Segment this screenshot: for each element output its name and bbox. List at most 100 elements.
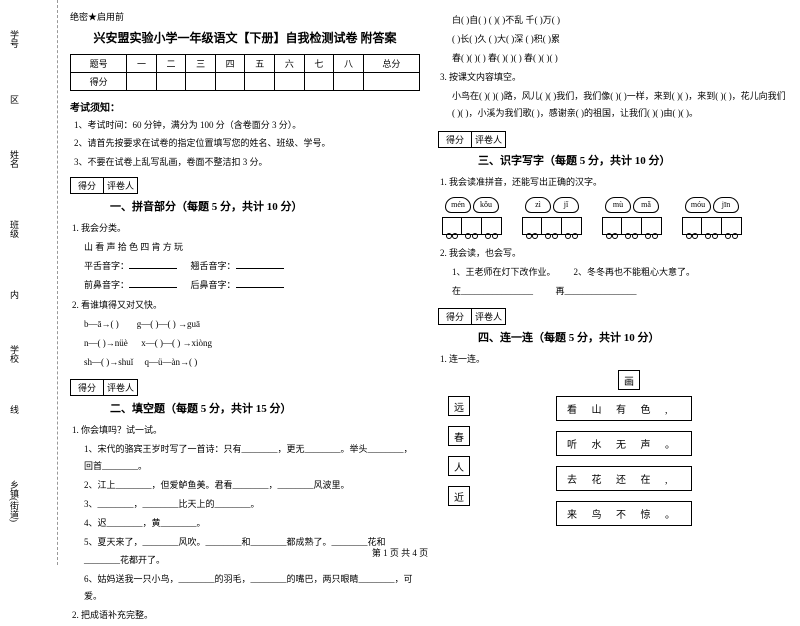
bind-label: 乡镇(街道) bbox=[8, 480, 21, 522]
shizi-stem: 1. 我会读准拼音，还能写出正确的汉字。 bbox=[440, 174, 788, 191]
score-table: 题号 一 二 三 四 五 六 七 八 总分 得分 bbox=[70, 54, 420, 91]
match-top-box: 画 bbox=[618, 370, 640, 390]
q2-line: n—( )→nüè x—( )—( ) →xiòng bbox=[84, 335, 420, 352]
bind-label: 区 bbox=[8, 95, 21, 104]
idiom-line: ( )长( )久 ( )大( )深 ( )积( )累 bbox=[452, 31, 788, 48]
td bbox=[156, 73, 186, 91]
match-right-box: 看 山 有 色 , bbox=[556, 396, 692, 421]
char-box bbox=[682, 217, 702, 235]
match-left-box: 近 bbox=[448, 486, 470, 506]
match-top: 画 bbox=[618, 370, 788, 390]
qfill-line: 1、宋代的骆宾王岁时写了一首诗：只有________，更无________。举头… bbox=[84, 441, 420, 475]
match-right-col: 看 山 有 色 , 听 水 无 声 。 去 花 还 在 , 来 鸟 不 惊 。 bbox=[556, 396, 692, 526]
idiom-line: 白( )自( ) ( )( )不乱 千( )万( ) bbox=[452, 12, 788, 29]
notice-item: 1、考试时间：60 分钟，满分为 100 分（含卷面分 3 分）。 bbox=[74, 118, 420, 132]
th: 一 bbox=[127, 55, 157, 73]
td bbox=[275, 73, 305, 91]
char-box bbox=[462, 217, 482, 235]
match-right-box: 听 水 无 声 。 bbox=[556, 431, 692, 456]
td bbox=[334, 73, 364, 91]
match-left-box: 春 bbox=[448, 426, 470, 446]
pinyin: b—ā→( ) bbox=[84, 319, 119, 329]
right-column: 白( )自( ) ( )( )不乱 千( )万( ) ( )长( )久 ( )大… bbox=[438, 10, 788, 626]
grade-row: 得分 评卷人 bbox=[70, 177, 420, 194]
char-box bbox=[562, 217, 582, 235]
idiom-line: 春( )( )( ) 春( )( )( ) 春( )( )( ) bbox=[452, 50, 788, 67]
match-right-box: 来 鸟 不 惊 。 bbox=[556, 501, 692, 526]
grade-marker-box: 评卷人 bbox=[104, 379, 138, 396]
cloud-group: móu jīn bbox=[682, 197, 742, 235]
pinyin-cloud: kǒu bbox=[473, 197, 499, 213]
notice-head: 考试须知： bbox=[70, 99, 420, 114]
th: 五 bbox=[245, 55, 275, 73]
section-1-title: 一、拼音部分（每题 5 分，共计 10 分） bbox=[110, 198, 420, 214]
label: 后鼻音字： bbox=[191, 280, 236, 290]
grade-row: 得分 评卷人 bbox=[70, 379, 420, 396]
match-left-col: 远 春 人 近 bbox=[448, 396, 470, 506]
left-column: 绝密★启用前 兴安盟实验小学一年级语文【下册】自我检测试卷 附答案 题号 一 二… bbox=[70, 10, 420, 626]
th: 题号 bbox=[71, 55, 127, 73]
pinyin: q—ü—àn→( ) bbox=[145, 357, 198, 367]
pinyin-cloud: mǎ bbox=[633, 197, 659, 213]
td bbox=[363, 73, 419, 91]
pinyin-cloud: móu bbox=[685, 197, 711, 213]
read-stem: 2. 我会读，也会写。 bbox=[440, 245, 788, 262]
binding-margin: 学号 区 姓名 班级 内 学校 线 乡镇(街道) bbox=[0, 0, 58, 565]
match-grid: 远 春 人 近 看 山 有 色 , 听 水 无 声 。 去 花 还 在 , 来 … bbox=[448, 396, 788, 526]
match-left-box: 人 bbox=[448, 456, 470, 476]
q2-line: b—ā→( ) g—( )—( ) →guā bbox=[84, 316, 420, 333]
pinyin-cloud: jǐ bbox=[553, 197, 579, 213]
match-left-box: 远 bbox=[448, 396, 470, 416]
pinyin-cloud: zì bbox=[525, 197, 551, 213]
qfill-line: 4、迟________，黄________。 bbox=[84, 515, 420, 532]
pinyin: n—( )→nüè bbox=[84, 338, 128, 348]
text: 再________________ bbox=[556, 286, 637, 296]
read-line: 在________________ 再________________ bbox=[452, 283, 788, 300]
char-box bbox=[622, 217, 642, 235]
pinyin: x—( )—( ) →xiòng bbox=[141, 338, 212, 348]
label: 翘舌音字： bbox=[191, 261, 236, 271]
grade-marker-box: 评卷人 bbox=[472, 131, 506, 148]
section-4-title: 四、连一连（每题 5 分，共计 10 分） bbox=[478, 329, 788, 345]
char-boxes bbox=[442, 217, 502, 235]
match-stem: 1. 连一连。 bbox=[440, 351, 788, 368]
td bbox=[186, 73, 216, 91]
th: 六 bbox=[275, 55, 305, 73]
cloud-group: mén kǒu bbox=[442, 197, 502, 235]
blank bbox=[236, 278, 284, 288]
page-content: 绝密★启用前 兴安盟实验小学一年级语文【下册】自我检测试卷 附答案 题号 一 二… bbox=[70, 10, 790, 626]
th: 三 bbox=[186, 55, 216, 73]
qfill-stem: 1. 你会填吗？试一试。 bbox=[72, 422, 420, 439]
char-box bbox=[722, 217, 742, 235]
text: 在________________ bbox=[452, 286, 533, 296]
th: 总分 bbox=[363, 55, 419, 73]
td bbox=[304, 73, 334, 91]
q2-stem: 2. 看谁填得又对又快。 bbox=[72, 297, 420, 314]
label: 前鼻音字： bbox=[84, 280, 129, 290]
notice-item: 2、请首先按要求在试卷的指定位置填写您的姓名、班级、学号。 bbox=[74, 136, 420, 150]
q1-stem: 1. 我会分类。 bbox=[72, 220, 420, 237]
exam-title: 兴安盟实验小学一年级语文【下册】自我检测试卷 附答案 bbox=[70, 29, 420, 46]
grade-row: 得分 评卷人 bbox=[438, 308, 788, 325]
pinyin-cloud: mén bbox=[445, 197, 471, 213]
td bbox=[245, 73, 275, 91]
td: 得分 bbox=[71, 73, 127, 91]
qfill-line: 3、________，________比天上的________。 bbox=[84, 496, 420, 513]
q1-line: 平舌音字： 翘舌音字： bbox=[84, 258, 420, 275]
char-box bbox=[442, 217, 462, 235]
pinyin: sh—( )→shuǐ bbox=[84, 357, 133, 367]
grade-score-box: 得分 bbox=[438, 131, 472, 148]
th: 七 bbox=[304, 55, 334, 73]
clouds-row: mén kǒu zì jǐ bbox=[442, 197, 788, 235]
char-box bbox=[702, 217, 722, 235]
label: 平舌音字： bbox=[84, 261, 129, 271]
q1-line: 前鼻音字： 后鼻音字： bbox=[84, 277, 420, 294]
grade-row: 得分 评卷人 bbox=[438, 131, 788, 148]
table-row: 题号 一 二 三 四 五 六 七 八 总分 bbox=[71, 55, 420, 73]
td bbox=[127, 73, 157, 91]
pinyin-cloud: mù bbox=[605, 197, 631, 213]
bind-label: 班级 bbox=[8, 220, 21, 238]
qfill-line: 2、江上________，但爱鲈鱼美。君看________，________风波… bbox=[84, 477, 420, 494]
blank bbox=[129, 259, 177, 269]
bind-label: 学号 bbox=[8, 30, 21, 48]
